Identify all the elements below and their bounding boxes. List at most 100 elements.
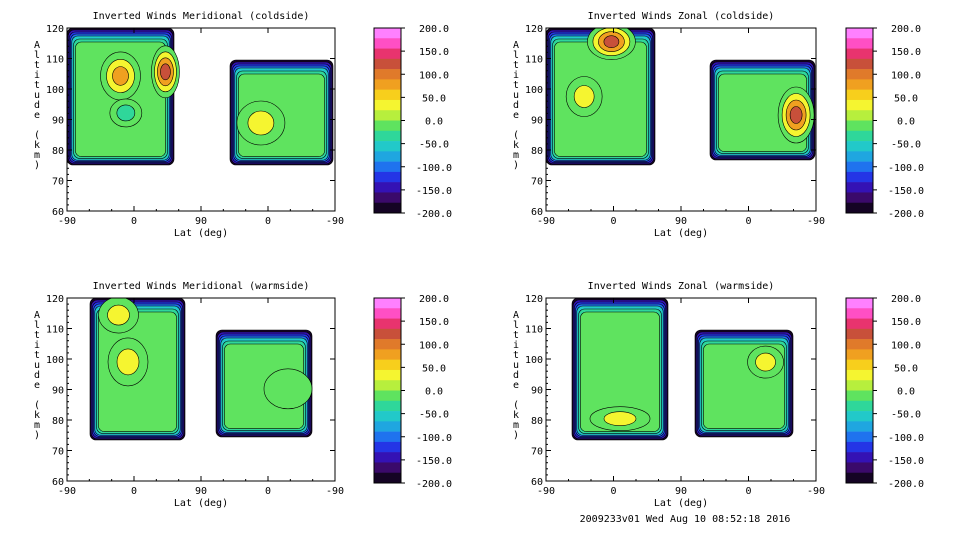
colorbar-label: -150.0	[416, 456, 452, 467]
colorbar-swatch	[374, 161, 401, 173]
x-tick-label: 90	[195, 216, 207, 227]
colorbar-swatch	[846, 141, 873, 152]
colorbar-swatch	[846, 452, 873, 463]
x-axis-label: Lat (deg)	[654, 228, 708, 239]
colorbar-label: 150.0	[891, 47, 921, 58]
colorbar-swatch	[846, 359, 873, 371]
contour-field	[89, 298, 313, 441]
colorbar-label: 100.0	[419, 340, 449, 351]
colorbar: 200.0 150.0 100.0 50.0 0.0 -50.0 -100.0 -150.0 -…	[373, 24, 452, 220]
colorbar-swatch	[846, 462, 873, 474]
y-tick-label: 110	[525, 325, 543, 336]
y-tick-label: 100	[46, 85, 64, 96]
colorbar-swatch	[846, 120, 873, 132]
colorbar-label: 0.0	[897, 117, 915, 128]
colorbar-label: -200.0	[416, 479, 452, 490]
colorbar-label: 0.0	[425, 387, 443, 398]
colorbar-label: -200.0	[416, 209, 452, 220]
colorbar-swatch	[374, 411, 401, 422]
contour-high	[603, 35, 620, 49]
colorbar-swatch	[846, 161, 873, 173]
colorbar-swatch	[846, 339, 873, 350]
colorbar-swatch	[846, 130, 873, 142]
x-tick-label: 90	[675, 486, 687, 497]
colorbar-swatch	[846, 411, 873, 422]
y-tick-label: 90	[52, 386, 64, 397]
colorbar-swatch	[374, 421, 401, 432]
y-tick-label: 80	[531, 416, 543, 427]
colorbar-swatch	[846, 28, 873, 39]
colorbar-label: -150.0	[416, 186, 452, 197]
colorbar-swatch	[374, 431, 401, 443]
colorbar-swatch	[374, 110, 401, 121]
y-tick-label: 100	[525, 85, 543, 96]
contour-field	[67, 28, 334, 166]
colorbar-label: 150.0	[891, 317, 921, 328]
colorbar-swatch	[846, 110, 873, 121]
colorbar-swatch	[374, 339, 401, 350]
colorbar-swatch	[374, 99, 401, 111]
colorbar-label: -150.0	[888, 186, 924, 197]
y-tick-label: 60	[531, 207, 543, 218]
colorbar-label: 100.0	[891, 70, 921, 81]
chart-panel-3: Inverted Winds Meridional (warmside) 60 70…	[34, 281, 452, 509]
contour-high	[112, 66, 129, 86]
y-tick-label: 90	[531, 116, 543, 127]
y-tick-label: 80	[52, 146, 64, 157]
y-tick-label: 100	[525, 355, 543, 366]
x-tick-label: 0	[131, 486, 137, 497]
y-tick-label: 70	[52, 177, 64, 188]
colorbar-swatch	[846, 151, 873, 162]
colorbar-swatch	[846, 298, 873, 309]
colorbar-swatch	[374, 48, 401, 60]
y-tick-label: 120	[525, 294, 543, 305]
colorbar: 200.0 150.0 100.0 50.0 0.0 -50.0 -100.0 -150.0 -…	[373, 294, 452, 490]
colorbar-label: 50.0	[422, 93, 446, 104]
x-tick-label: -90	[807, 216, 825, 227]
colorbar-swatch	[846, 79, 873, 90]
x-axis-label: Lat (deg)	[174, 228, 228, 239]
x-tick-label: 0	[265, 216, 271, 227]
colorbar-swatch	[374, 89, 401, 101]
colorbar-swatch	[846, 380, 873, 391]
colorbar-swatch	[374, 202, 401, 214]
y-tick-label: 120	[525, 24, 543, 35]
colorbar-label: -50.0	[419, 140, 449, 151]
colorbar-label: 200.0	[891, 24, 921, 35]
y-tick-label: 60	[52, 207, 64, 218]
contour-high	[107, 304, 130, 326]
colorbar-label: -150.0	[888, 456, 924, 467]
colorbar-swatch	[846, 400, 873, 412]
colorbar-label: 100.0	[891, 340, 921, 351]
colorbar-swatch	[846, 99, 873, 111]
colorbar-swatch	[846, 171, 873, 183]
chart-title: Inverted Winds Meridional (warmside)	[93, 281, 310, 292]
x-tick-label: 90	[195, 486, 207, 497]
x-tick-label: 0	[610, 216, 616, 227]
x-tick-label: 0	[265, 486, 271, 497]
colorbar-swatch	[374, 79, 401, 90]
colorbar-label: -50.0	[891, 410, 921, 421]
colorbar-label: 0.0	[425, 117, 443, 128]
colorbar-label: 0.0	[897, 387, 915, 398]
colorbar-label: 200.0	[419, 294, 449, 305]
colorbar-label: -50.0	[419, 410, 449, 421]
colorbar-swatch	[374, 151, 401, 162]
chart-title: Inverted Winds Zonal (coldside)	[588, 11, 775, 22]
x-tick-label: -90	[326, 216, 344, 227]
contour-high	[116, 348, 140, 376]
y-tick-label: 80	[531, 146, 543, 157]
x-tick-label: 90	[675, 216, 687, 227]
x-tick-label: -90	[58, 486, 76, 497]
chart-panel-4: Inverted Winds Zonal (warmside) 60 70 80 90 1…	[513, 281, 924, 509]
colorbar: 200.0 150.0 100.0 50.0 0.0 -50.0 -100.0 -150.0 -…	[845, 294, 924, 490]
colorbar-label: -100.0	[888, 433, 924, 444]
colorbar-swatch	[846, 369, 873, 381]
colorbar-swatch	[374, 69, 401, 80]
colorbar-label: 50.0	[894, 93, 918, 104]
colorbar-label: -200.0	[888, 209, 924, 220]
colorbar-swatch	[374, 28, 401, 39]
